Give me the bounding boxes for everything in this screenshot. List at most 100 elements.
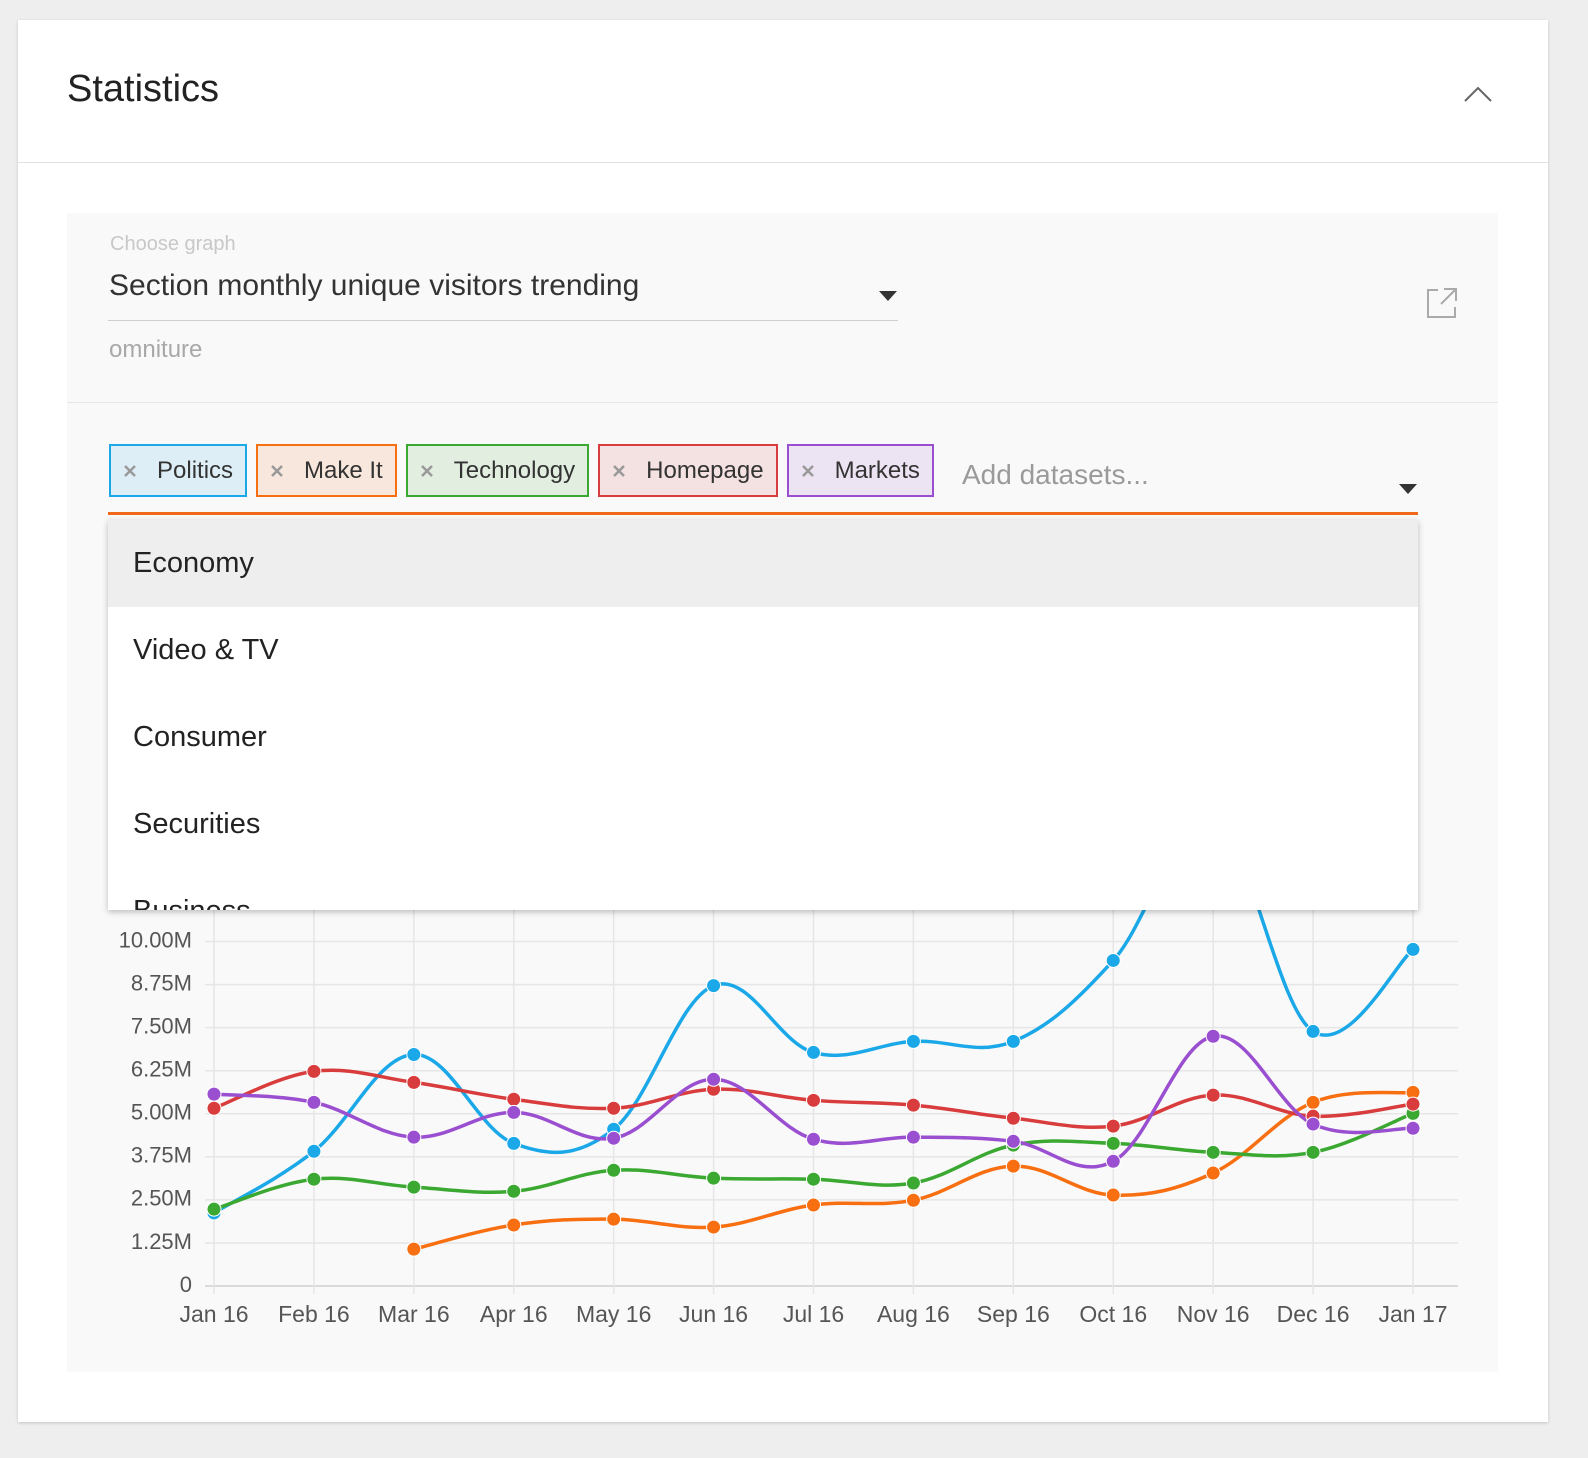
y-tick-label: 0 bbox=[180, 1272, 192, 1297]
x-tick-label: Dec 16 bbox=[1277, 1301, 1350, 1327]
chip-remove[interactable] bbox=[123, 464, 137, 478]
data-point bbox=[1305, 1116, 1321, 1132]
x-tick-label: Nov 16 bbox=[1177, 1301, 1250, 1327]
x-tick-label: Jun 16 bbox=[679, 1301, 748, 1327]
data-point bbox=[806, 1131, 821, 1147]
data-point bbox=[606, 1130, 622, 1146]
y-tick-label: 7.50M bbox=[131, 1013, 192, 1038]
data-point bbox=[206, 1201, 222, 1217]
data-point bbox=[706, 978, 722, 994]
x-tick-label: Feb 16 bbox=[278, 1301, 350, 1327]
data-point bbox=[1005, 1133, 1021, 1149]
chip-remove-icon bbox=[271, 465, 283, 477]
data-point bbox=[1405, 1096, 1421, 1112]
dataset-input-underline bbox=[108, 512, 1418, 515]
dataset-dropdown: Economy Video & TV Consumer Securities Busin… bbox=[108, 520, 1418, 910]
data-point bbox=[1105, 1118, 1121, 1134]
x-tick-label: Jan 16 bbox=[179, 1301, 248, 1327]
x-tick-label: Oct 16 bbox=[1079, 1301, 1147, 1327]
chip-remove-icon bbox=[801, 465, 814, 477]
data-point bbox=[506, 1091, 522, 1107]
dropdown-option[interactable]: Video & TV bbox=[133, 634, 279, 666]
data-point bbox=[506, 1104, 522, 1120]
data-point bbox=[706, 1219, 722, 1235]
x-tick-label: May 16 bbox=[576, 1301, 651, 1327]
chip-remove[interactable] bbox=[270, 464, 284, 478]
data-point bbox=[1105, 1187, 1121, 1203]
dataset-chip: Politics bbox=[109, 444, 248, 497]
data-point bbox=[706, 1170, 722, 1186]
data-point bbox=[1305, 1023, 1321, 1039]
data-point bbox=[1005, 1158, 1021, 1174]
graph-picker-label: Choose graph bbox=[110, 233, 236, 255]
data-point bbox=[506, 1135, 522, 1151]
x-tick-label: Jul 16 bbox=[783, 1301, 844, 1327]
dropdown-option[interactable]: Economy bbox=[108, 520, 1418, 607]
chip-remove[interactable] bbox=[801, 464, 815, 478]
data-point bbox=[306, 1143, 322, 1159]
graph-picker-underline bbox=[108, 320, 898, 321]
chip-remove-icon bbox=[613, 465, 626, 477]
x-tick-label: Mar 16 bbox=[378, 1301, 450, 1327]
dropdown-option[interactable]: Securities bbox=[133, 808, 261, 840]
data-point bbox=[606, 1211, 622, 1227]
data-point bbox=[1105, 1135, 1121, 1151]
data-point bbox=[1305, 1094, 1321, 1110]
data-point bbox=[1205, 1087, 1221, 1103]
panel-divider bbox=[67, 402, 1498, 403]
data-point bbox=[1205, 1028, 1221, 1044]
data-point bbox=[905, 1192, 921, 1208]
x-tick-label: Apr 16 bbox=[480, 1301, 548, 1327]
dataset-chip: Make It bbox=[256, 444, 397, 497]
graph-picker-value[interactable]: Section monthly unique visitors trending bbox=[109, 269, 640, 302]
y-tick-label: 10.00M bbox=[119, 927, 192, 952]
dataset-chip: Homepage bbox=[598, 444, 778, 497]
dropdown-option[interactable]: Consumer bbox=[133, 721, 267, 753]
data-point bbox=[806, 1171, 821, 1187]
data-point bbox=[406, 1129, 422, 1145]
data-point bbox=[306, 1063, 322, 1079]
y-tick-label: 6.25M bbox=[131, 1057, 192, 1082]
chip-remove[interactable] bbox=[420, 464, 434, 478]
data-point bbox=[1005, 1110, 1021, 1126]
data-point bbox=[1405, 1120, 1421, 1136]
dataset-dropdown-arrow[interactable] bbox=[1397, 482, 1419, 496]
data-point bbox=[506, 1217, 522, 1233]
data-point bbox=[1105, 1153, 1121, 1169]
y-tick-label: 8.75M bbox=[131, 970, 192, 995]
data-point bbox=[905, 1175, 921, 1191]
data-point bbox=[1305, 1144, 1321, 1160]
data-point bbox=[306, 1171, 322, 1187]
chip-remove[interactable] bbox=[612, 464, 626, 478]
chip-label: Make It bbox=[304, 457, 383, 484]
collapse-button[interactable] bbox=[1462, 82, 1494, 106]
chip-label: Homepage bbox=[646, 457, 764, 484]
y-tick-label: 1.25M bbox=[131, 1229, 192, 1254]
x-tick-label: Aug 16 bbox=[877, 1301, 950, 1327]
chip-label: Technology bbox=[453, 457, 576, 484]
data-point bbox=[905, 1097, 921, 1113]
data-point bbox=[1205, 1165, 1221, 1181]
data-point bbox=[1405, 941, 1421, 957]
data-point bbox=[1005, 1033, 1021, 1049]
data-point bbox=[406, 1046, 422, 1062]
data-point bbox=[806, 1044, 821, 1060]
graph-picker-arrow[interactable] bbox=[877, 289, 899, 303]
data-point bbox=[1105, 952, 1121, 968]
data-point bbox=[706, 1071, 722, 1087]
x-tick-label: Sep 16 bbox=[977, 1301, 1050, 1327]
dropdown-option[interactable]: Business bbox=[108, 868, 1418, 910]
chip-label: Politics bbox=[157, 457, 234, 484]
data-point bbox=[406, 1241, 422, 1257]
y-tick-label: 5.00M bbox=[131, 1100, 192, 1125]
graph-source: omniture bbox=[109, 336, 203, 363]
data-point bbox=[606, 1162, 622, 1178]
card-title: Statistics bbox=[67, 68, 220, 110]
data-point bbox=[506, 1183, 522, 1199]
chip-label: Markets bbox=[834, 457, 920, 484]
data-point bbox=[905, 1033, 921, 1049]
data-point bbox=[406, 1179, 422, 1195]
dataset-input[interactable]: Add datasets... bbox=[962, 459, 1149, 490]
open-external-button[interactable] bbox=[1424, 285, 1460, 321]
